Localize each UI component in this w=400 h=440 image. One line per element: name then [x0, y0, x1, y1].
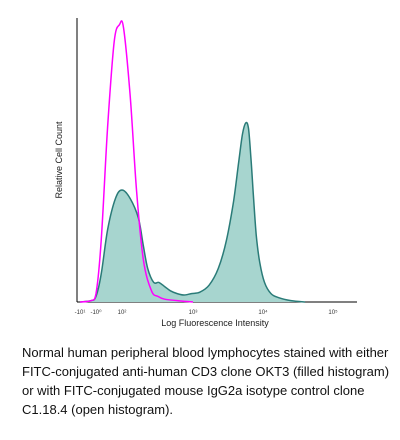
filled-histogram-area: [80, 122, 306, 302]
x-tick-label: 10²: [118, 310, 127, 316]
filled-histogram-outline: [79, 121, 306, 303]
y-axis-label: Relative Cell Count: [54, 121, 64, 199]
flow-cytometry-histogram: -10¹ -10⁰ 10² 10³ 10⁴ 10⁵ Log Fluorescence In…: [54, 18, 357, 328]
x-tick-label: 10⁴: [258, 309, 268, 316]
x-tick-label: -10¹: [75, 310, 86, 316]
x-tick-labels: -10¹ -10⁰ 10² 10³ 10⁴ 10⁵: [75, 309, 338, 316]
x-tick-label: 10³: [189, 310, 198, 316]
x-tick-label: 10⁵: [328, 309, 338, 316]
x-axis-label: Log Fluorescence Intensity: [161, 318, 269, 328]
open-histogram-outline: [79, 20, 194, 303]
figure-caption: Normal human peripheral blood lymphocyte…: [22, 345, 390, 417]
plot-area: [76, 18, 357, 303]
x-tick-label: -10⁰: [90, 309, 102, 316]
